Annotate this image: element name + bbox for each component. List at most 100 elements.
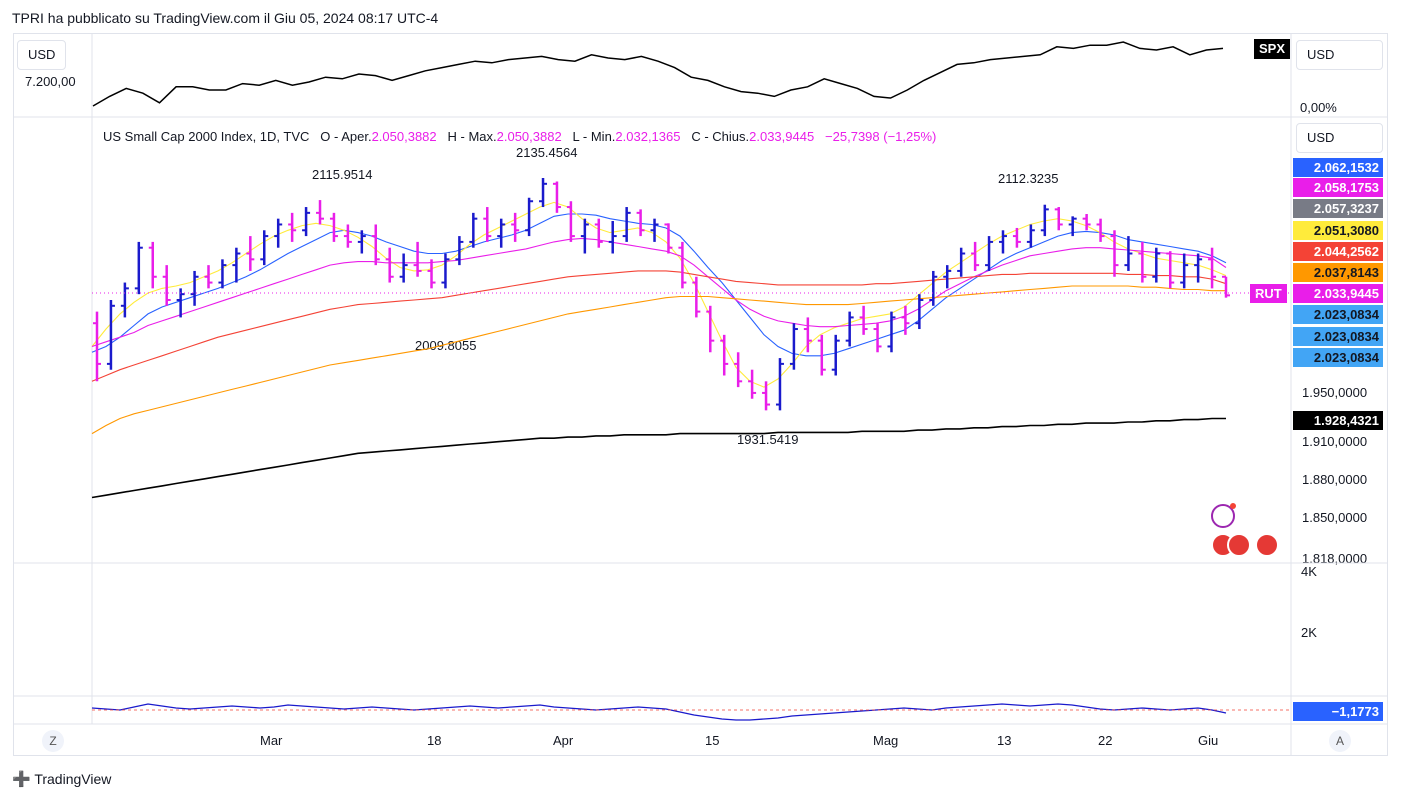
volume-label-4k: 4K (1301, 564, 1317, 579)
ohlc-bar (483, 207, 492, 242)
price-tag-4: 2.044,2562 (1293, 242, 1383, 261)
ohlc-bar (371, 224, 380, 266)
ohlc-bar (106, 299, 115, 370)
ohlc-bar (887, 311, 896, 353)
ohlc-bar (1096, 218, 1105, 242)
price-axis-label-1850: 1.850,0000 (1302, 510, 1368, 525)
legend-open-label: O - Aper. (320, 129, 372, 144)
ohlc-bar (1068, 216, 1077, 237)
annotation-high-1: 2115.9514 (312, 167, 373, 182)
ohlc-bar (873, 323, 882, 353)
ohlc-bar (1152, 247, 1161, 283)
ohlc-bar (204, 265, 213, 289)
price-tag-9: 2.023,0834 (1293, 348, 1383, 367)
ohlc-bar (706, 305, 715, 353)
ohlc-bar (803, 317, 812, 353)
ohlc-bar (664, 223, 673, 254)
spx-right-currency-button[interactable]: USD (1296, 40, 1383, 70)
price-tag-10: 1.928,4321 (1293, 411, 1383, 430)
ohlc-bar (943, 265, 952, 289)
ohlc-bar (566, 201, 575, 242)
ohlc-bar (929, 270, 938, 306)
spx-right-scale-label: 0,00% (1300, 100, 1337, 115)
main-currency-button[interactable]: USD (1296, 123, 1383, 153)
ohlc-bar (93, 311, 101, 382)
tradingview-logo-icon: ➕ (12, 771, 31, 788)
ohlc-bar (971, 241, 980, 271)
legend-low-label: L - Min. (572, 129, 616, 144)
price-tag-1: 2.058,1753 (1293, 178, 1383, 197)
annotation-high-3: 2112.3235 (998, 171, 1059, 186)
ohlc-bar (748, 369, 757, 399)
annotation-low-1: 2009.8055 (415, 338, 477, 353)
ohlc-bar (650, 218, 659, 242)
price-axis-label-1818: 1.818,0000 (1302, 551, 1368, 566)
price-tag-2: 2.057,3237 (1293, 199, 1383, 218)
ohlc-bar (678, 241, 687, 289)
ohlc-bar (775, 358, 784, 411)
zoom-reset-button[interactable]: Z (42, 730, 64, 752)
ohlc-bar (288, 212, 297, 242)
legend-change: −25,7398 (−1,25%) (825, 129, 937, 144)
ohlc-bar (1054, 207, 1063, 231)
x-label-15: 15 (705, 733, 720, 748)
ohlc-bar (1222, 275, 1230, 298)
price-tag-0: 2.062,1532 (1293, 158, 1383, 177)
event-icons[interactable] (1211, 503, 1279, 557)
ohlc-bar (385, 247, 394, 283)
lightning-event-icon[interactable] (1211, 504, 1235, 528)
ohlc-bar (525, 197, 534, 237)
auto-scale-button[interactable]: A (1329, 730, 1351, 752)
ohlc-bar (1194, 253, 1203, 283)
ohlc-bar (720, 334, 729, 376)
price-axis-label-1910: 1.910,0000 (1302, 434, 1368, 449)
ohlc-bar (302, 207, 311, 237)
ohlc-bar (622, 207, 631, 242)
ohlc-bar (1180, 253, 1189, 289)
price-tag-5: 2.037,8143 (1293, 263, 1383, 282)
published-header: TPRI ha pubblicato su TradingView.com il… (12, 10, 439, 26)
footer-brand-text: TradingView (34, 771, 112, 787)
ohlc-bar (692, 276, 701, 318)
legend-close-label: C - Chius. (691, 129, 750, 144)
ohlc-bar (357, 230, 366, 254)
ohlc-bar (232, 247, 241, 283)
ohlc-bar (316, 200, 325, 225)
ohlc-bar (762, 381, 771, 411)
ohlc-bar (469, 212, 478, 248)
ohlc-bar (845, 311, 854, 347)
us-flag-event-icon-3[interactable] (1255, 533, 1279, 557)
price-axis-label-1950: 1.950,0000 (1302, 385, 1368, 400)
oscillator-value-tag: −1,1773 (1293, 702, 1383, 721)
spx-left-currency-button[interactable]: USD (17, 40, 67, 70)
ohlc-bar (998, 230, 1007, 254)
ma-line-3 (91, 270, 1227, 382)
ohlc-bar (1124, 236, 1133, 271)
ohlc-bar (427, 259, 436, 289)
ohlc-bar (162, 265, 171, 306)
ohlc-bar (580, 218, 589, 254)
ohlc-bar (1082, 214, 1091, 231)
ohlc-bar (497, 218, 506, 248)
legend-close: 2.033,9445 (749, 129, 815, 144)
ohlc-bar (734, 352, 743, 388)
price-tag-3: 2.051,3080 (1293, 221, 1383, 240)
ohlc-bar (1166, 251, 1175, 289)
ohlc-bar (636, 209, 645, 237)
ohlc-bar (957, 247, 966, 277)
footer-brand: ➕ TradingView (12, 770, 111, 788)
ohlc-bar (441, 253, 450, 289)
price-axis-label-1880: 1.880,0000 (1302, 472, 1368, 487)
ohlc-bar (915, 294, 924, 330)
ohlc-bar (413, 241, 422, 277)
ohlc-bar (148, 241, 157, 289)
annotation-high-2: 2135.4564 (516, 145, 578, 160)
us-flag-event-icon-2[interactable] (1227, 533, 1251, 557)
ohlc-bar (455, 236, 464, 266)
ohlc-bar (985, 236, 994, 271)
price-tag-8: 2.023,0834 (1293, 327, 1383, 346)
ma-line-5 (91, 417, 1226, 499)
ohlc-bar (831, 334, 840, 376)
ohlc-bar (246, 236, 255, 271)
